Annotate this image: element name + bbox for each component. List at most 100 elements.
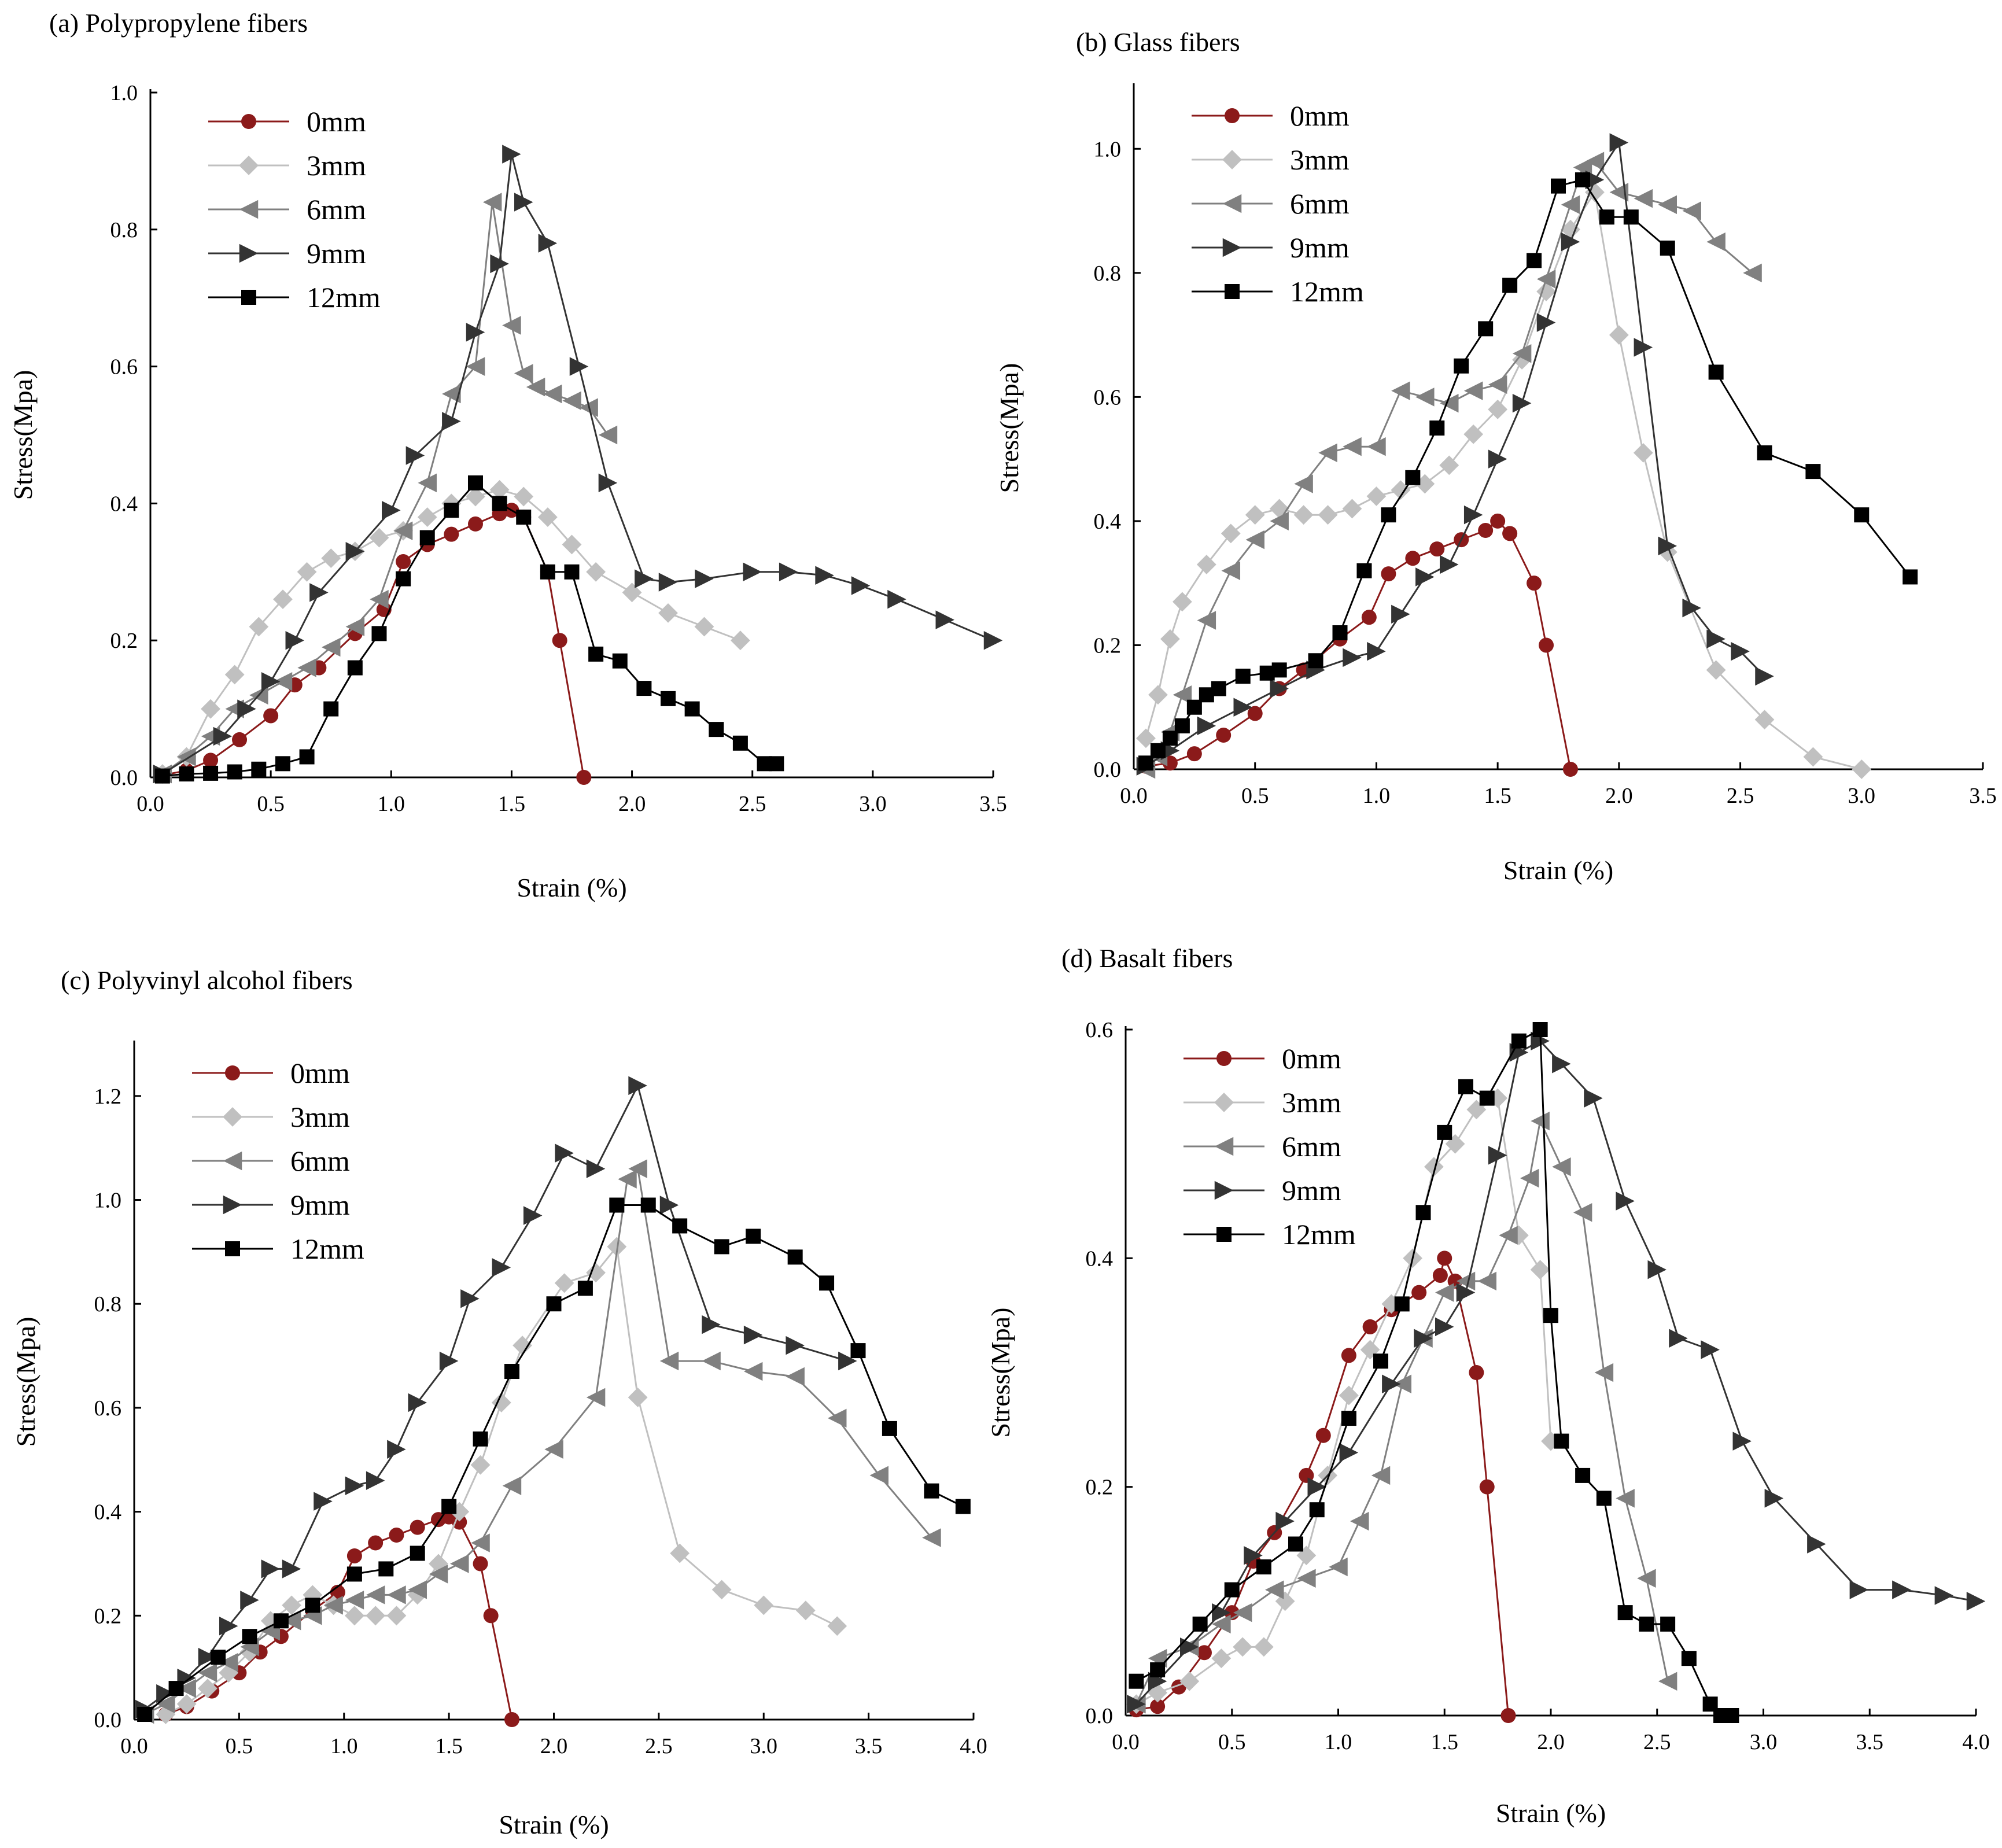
series-9mm (153, 145, 1003, 784)
data-point (1573, 1203, 1592, 1222)
data-point (1562, 762, 1578, 777)
data-point (1527, 576, 1542, 591)
data-point (282, 1559, 301, 1578)
x-tick-label: 0.0 (137, 792, 164, 816)
data-point (786, 1367, 805, 1386)
y-tick-label: 0.0 (1094, 758, 1122, 782)
data-point (1265, 1580, 1284, 1599)
data-point (491, 1393, 511, 1412)
legend-marker (241, 290, 256, 305)
data-point (1561, 195, 1580, 215)
data-point (1196, 1645, 1212, 1661)
x-tick-label: 0.5 (257, 792, 285, 816)
data-point (1479, 1090, 1495, 1106)
data-point (237, 699, 256, 718)
data-point (211, 1650, 226, 1665)
legend-label: 0mm (1290, 99, 1350, 132)
y-tick-label: 1.0 (110, 81, 138, 105)
data-point (1552, 1157, 1571, 1176)
data-point (442, 412, 461, 431)
y-tick-label: 0.4 (1094, 510, 1122, 534)
series-0mm (1129, 1251, 1516, 1723)
data-point (586, 1388, 606, 1407)
data-point (1892, 1580, 1911, 1599)
data-point (684, 701, 700, 717)
data-point (1552, 1054, 1571, 1074)
data-point (1405, 551, 1421, 566)
data-point (577, 1281, 593, 1296)
data-point (389, 1528, 404, 1543)
y-axis-title: Stress(Mpa) (994, 363, 1024, 493)
data-point (321, 548, 341, 569)
data-point (490, 254, 509, 274)
data-point (1511, 1033, 1527, 1049)
data-point (1235, 669, 1251, 684)
data-point (1599, 209, 1614, 225)
data-point (628, 1388, 648, 1407)
data-point (203, 753, 219, 768)
data-point (382, 500, 401, 520)
data-point (702, 1315, 721, 1334)
data-point (1458, 1079, 1473, 1094)
data-point (369, 528, 389, 548)
data-point (386, 1606, 407, 1626)
legend-label: 0mm (307, 105, 366, 138)
data-point (1575, 172, 1590, 187)
data-point (779, 562, 798, 582)
series-12mm (154, 475, 784, 784)
data-point (282, 1611, 301, 1631)
data-point (285, 630, 305, 650)
data-point (1754, 710, 1775, 730)
data-point (1196, 555, 1216, 574)
y-tick-label: 0.2 (94, 1604, 122, 1628)
data-point (1429, 541, 1445, 557)
data-point (1755, 666, 1774, 686)
data-point (569, 357, 589, 376)
data-point (177, 747, 196, 766)
legend-label: 6mm (1282, 1130, 1341, 1163)
data-point (1318, 443, 1337, 463)
x-tick-label: 1.5 (1431, 1730, 1459, 1754)
data-point (1391, 381, 1410, 400)
legend: 0mm 3mm 6mm 9mm 12mm (208, 105, 381, 313)
data-point (1435, 1283, 1454, 1302)
x-tick-label: 2.0 (618, 792, 646, 816)
data-point (273, 589, 293, 610)
data-point (452, 1514, 467, 1530)
data-point (882, 1421, 897, 1436)
data-point (410, 1545, 425, 1561)
legend-marker (1216, 1227, 1232, 1242)
x-tick-label: 1.5 (498, 792, 526, 816)
data-point (1343, 437, 1362, 456)
data-point (1488, 1146, 1507, 1165)
data-point (1173, 685, 1192, 704)
x-tick-label: 0.0 (1112, 1730, 1140, 1754)
data-point (240, 1591, 259, 1610)
data-point (442, 384, 461, 404)
data-point (1706, 232, 1726, 252)
data-point (1551, 178, 1566, 194)
data-point (396, 571, 411, 587)
legend-label: 12mm (1282, 1218, 1356, 1251)
data-point (1221, 561, 1241, 580)
data-point (1414, 1329, 1433, 1348)
series-6mm (135, 1159, 941, 1724)
data-point (198, 1679, 217, 1698)
data-point (1903, 569, 1918, 585)
data-point (1596, 1491, 1612, 1506)
chart-title: (a) Polypropylene fibers (49, 8, 308, 38)
data-point (598, 425, 618, 445)
data-point (538, 234, 558, 253)
data-point (466, 486, 485, 507)
data-point (282, 1595, 301, 1615)
data-point (137, 1707, 153, 1722)
x-tick-label: 1.0 (1363, 784, 1391, 808)
data-point (219, 1617, 238, 1636)
data-point (444, 526, 459, 542)
series-line (1145, 190, 1862, 770)
data-point (1288, 1536, 1303, 1552)
y-tick-label: 0.4 (94, 1500, 122, 1525)
data-point (576, 770, 592, 785)
legend-label: 9mm (290, 1189, 350, 1221)
data-point (1233, 1603, 1252, 1622)
